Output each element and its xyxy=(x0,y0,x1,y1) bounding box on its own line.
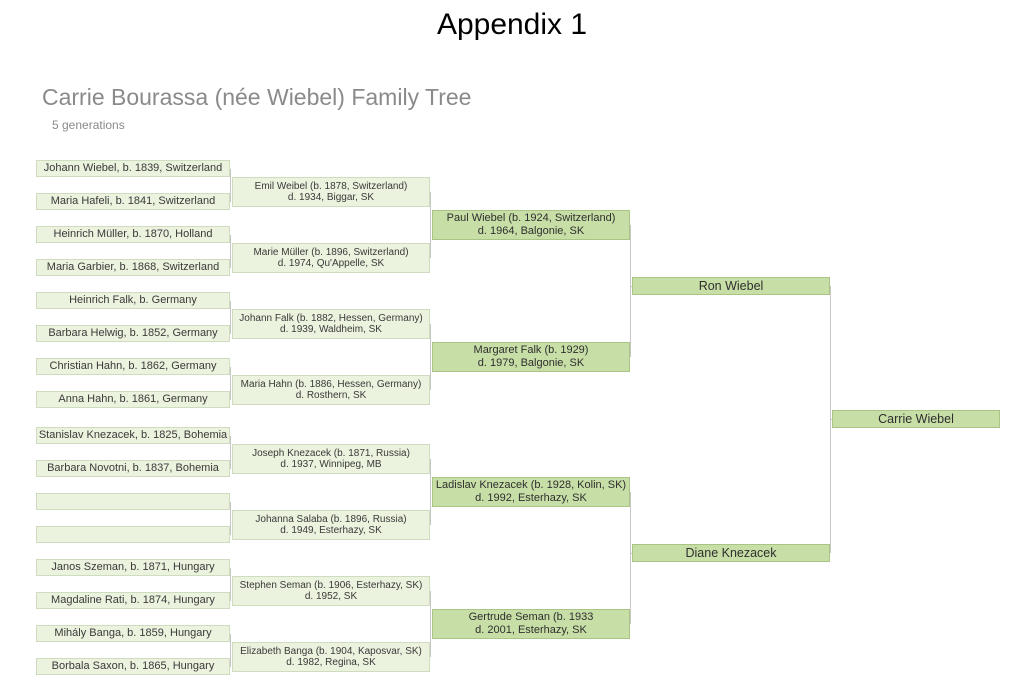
tree-node-g0_6: Christian Hahn, b. 1862, Germany xyxy=(36,358,230,375)
node-line1: Joseph Knezacek (b. 1871, Russia) xyxy=(252,448,410,460)
node-line2: d. 1939, Waldheim, SK xyxy=(280,324,382,336)
tree-canvas: Johann Wiebel, b. 1839, Switzerland Maria… xyxy=(0,0,1024,682)
connector-v xyxy=(430,192,431,258)
connector-v xyxy=(230,634,231,667)
node-line1: Magdaline Rati, b. 1874, Hungary xyxy=(51,594,215,607)
tree-node-g2_2: Ladislav Knezacek (b. 1928, Kolin, SK)d.… xyxy=(432,477,630,507)
tree-node-g0_7: Anna Hahn, b. 1861, Germany xyxy=(36,391,230,408)
tree-node-g0_14: Mihály Banga, b. 1859, Hungary xyxy=(36,625,230,642)
connector-h xyxy=(630,553,632,554)
node-line1: Ron Wiebel xyxy=(699,279,764,293)
tree-node-g2_1: Margaret Falk (b. 1929)d. 1979, Balgonie… xyxy=(432,342,630,372)
node-line2: d. 1934, Biggar, SK xyxy=(288,192,374,204)
node-line1: Johann Wiebel, b. 1839, Switzerland xyxy=(44,162,223,175)
tree-node-g0_15: Borbala Saxon, b. 1865, Hungary xyxy=(36,658,230,675)
tree-node-g0_2: Heinrich Müller, b. 1870, Holland xyxy=(36,226,230,243)
node-line1: Anna Hahn, b. 1861, Germany xyxy=(58,393,207,406)
connector-v xyxy=(430,459,431,525)
connector-v xyxy=(230,436,231,469)
node-line1: Paul Wiebel (b. 1924, Switzerland) xyxy=(447,212,616,225)
tree-node-g4_0: Carrie Wiebel xyxy=(832,410,1000,428)
node-line2: d. 1974, Qu'Appelle, SK xyxy=(278,258,384,270)
tree-node-g1_4: Joseph Knezacek (b. 1871, Russia)d. 1937… xyxy=(232,444,430,474)
connector-v xyxy=(230,502,231,535)
node-line1: Maria Hafeli, b. 1841, Switzerland xyxy=(51,195,215,208)
tree-node-g3_1: Diane Knezacek xyxy=(632,544,830,562)
node-line1: Stephen Seman (b. 1906, Esterhazy, SK) xyxy=(240,580,423,592)
node-line2: d. 1964, Balgonie, SK xyxy=(478,225,584,238)
node-line1: Johann Falk (b. 1882, Hessen, Germany) xyxy=(239,313,422,325)
tree-node-g0_4: Heinrich Falk, b. Germany xyxy=(36,292,230,309)
node-line1: Gertrude Seman (b. 1933 xyxy=(469,611,594,624)
tree-node-g1_7: Elizabeth Banga (b. 1904, Kaposvar, SK)d… xyxy=(232,642,430,672)
node-line2: d. 1982, Regina, SK xyxy=(286,657,376,669)
tree-node-g0_11 xyxy=(36,526,230,543)
tree-node-g1_3: Maria Hahn (b. 1886, Hessen, Germany)d. … xyxy=(232,375,430,405)
tree-node-g0_8: Stanislav Knezacek, b. 1825, Bohemia xyxy=(36,427,230,444)
connector-v xyxy=(230,301,231,334)
tree-node-g0_12: Janos Szeman, b. 1871, Hungary xyxy=(36,559,230,576)
node-line1: Heinrich Müller, b. 1870, Holland xyxy=(54,228,213,241)
connector-v xyxy=(230,235,231,268)
node-line1: Barbara Helwig, b. 1852, Germany xyxy=(48,327,217,340)
connector-v xyxy=(630,492,631,624)
tree-node-g0_10 xyxy=(36,493,230,510)
node-line1: Elizabeth Banga (b. 1904, Kaposvar, SK) xyxy=(240,646,422,658)
node-line1: Mihály Banga, b. 1859, Hungary xyxy=(54,627,211,640)
node-line1: Margaret Falk (b. 1929) xyxy=(474,344,589,357)
connector-v xyxy=(430,324,431,390)
connector-v xyxy=(230,169,231,202)
node-line1: Emil Weibel (b. 1878, Switzerland) xyxy=(255,181,408,193)
node-line1: Barbara Novotni, b. 1837, Bohemia xyxy=(47,462,219,475)
node-line2: d. 1992, Esterhazy, SK xyxy=(475,492,587,505)
node-line1: Johanna Salaba (b. 1896, Russia) xyxy=(255,514,406,526)
connector-v xyxy=(630,225,631,357)
node-line1: Carrie Wiebel xyxy=(878,412,954,426)
node-line1: Maria Garbier, b. 1868, Switzerland xyxy=(47,261,219,274)
tree-node-g0_13: Magdaline Rati, b. 1874, Hungary xyxy=(36,592,230,609)
tree-node-g0_0: Johann Wiebel, b. 1839, Switzerland xyxy=(36,160,230,177)
tree-node-g0_5: Barbara Helwig, b. 1852, Germany xyxy=(36,325,230,342)
tree-node-g0_3: Maria Garbier, b. 1868, Switzerland xyxy=(36,259,230,276)
tree-node-g1_5: Johanna Salaba (b. 1896, Russia)d. 1949,… xyxy=(232,510,430,540)
connector-h xyxy=(830,419,832,420)
node-line1: Borbala Saxon, b. 1865, Hungary xyxy=(52,660,215,673)
node-line2: d. 2001, Esterhazy, SK xyxy=(475,624,587,637)
node-line1: Diane Knezacek xyxy=(685,546,776,560)
tree-node-g3_0: Ron Wiebel xyxy=(632,277,830,295)
tree-node-g0_9: Barbara Novotni, b. 1837, Bohemia xyxy=(36,460,230,477)
connector-v xyxy=(430,591,431,657)
node-line1: Marie Müller (b. 1896, Switzerland) xyxy=(253,247,408,259)
tree-node-g1_6: Stephen Seman (b. 1906, Esterhazy, SK)d.… xyxy=(232,576,430,606)
node-line1: Christian Hahn, b. 1862, Germany xyxy=(50,360,217,373)
node-line2: d. Rosthern, SK xyxy=(296,390,367,402)
node-line2: d. 1949, Esterhazy, SK xyxy=(280,525,382,537)
connector-v xyxy=(230,568,231,601)
node-line1: Maria Hahn (b. 1886, Hessen, Germany) xyxy=(241,379,422,391)
tree-node-g1_2: Johann Falk (b. 1882, Hessen, Germany)d.… xyxy=(232,309,430,339)
node-line2: d. 1952, SK xyxy=(305,591,357,603)
node-line2: d. 1979, Balgonie, SK xyxy=(478,357,584,370)
node-line1: Stanislav Knezacek, b. 1825, Bohemia xyxy=(39,429,227,442)
connector-v xyxy=(230,367,231,400)
node-line1: Janos Szeman, b. 1871, Hungary xyxy=(51,561,214,574)
node-line1: Heinrich Falk, b. Germany xyxy=(69,294,197,307)
tree-node-g2_3: Gertrude Seman (b. 1933d. 2001, Esterhaz… xyxy=(432,609,630,639)
tree-node-g1_1: Marie Müller (b. 1896, Switzerland)d. 19… xyxy=(232,243,430,273)
tree-node-g0_1: Maria Hafeli, b. 1841, Switzerland xyxy=(36,193,230,210)
tree-node-g1_0: Emil Weibel (b. 1878, Switzerland)d. 193… xyxy=(232,177,430,207)
node-line1: Ladislav Knezacek (b. 1928, Kolin, SK) xyxy=(436,479,626,492)
connector-h xyxy=(630,286,632,287)
node-line2: d. 1937, Winnipeg, MB xyxy=(280,459,381,471)
tree-node-g2_0: Paul Wiebel (b. 1924, Switzerland)d. 196… xyxy=(432,210,630,240)
